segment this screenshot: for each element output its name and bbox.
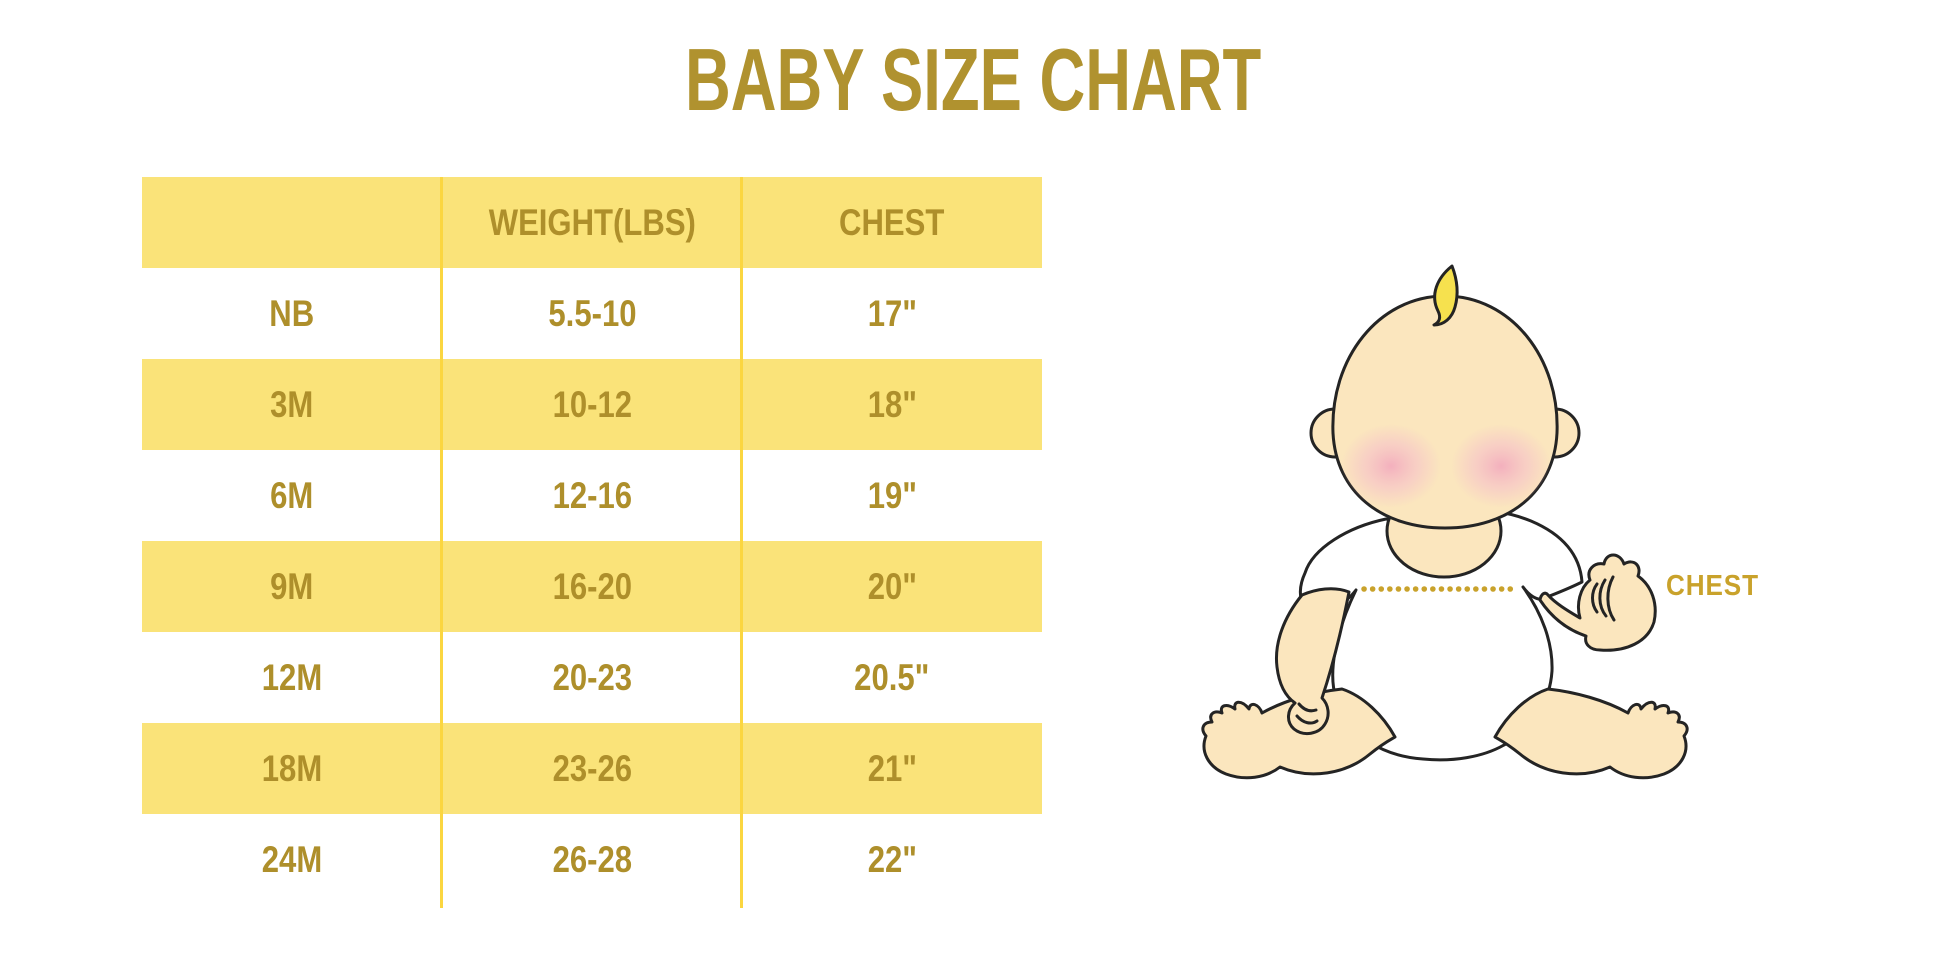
chest-value: 17": [867, 292, 917, 334]
size-value: 18M: [261, 747, 323, 789]
cell-weight: 20-23: [442, 632, 742, 723]
cell-weight: 26-28: [442, 814, 742, 905]
blush-right: [1451, 424, 1551, 508]
cell-size: 18M: [142, 723, 442, 814]
cell-weight: 12-16: [442, 450, 742, 541]
size-value: 6M: [270, 474, 314, 516]
baby-right-leg: [1493, 687, 1689, 780]
weight-value: 20-23: [552, 656, 632, 698]
weight-value: 16-20: [552, 565, 632, 607]
weight-value: 10-12: [552, 383, 632, 425]
size-value: 24M: [261, 838, 323, 880]
cell-size: 12M: [142, 632, 442, 723]
header-weight-label: WEIGHT(LBS): [488, 201, 696, 243]
table-row-3m: 3M 10-12 18": [142, 359, 1042, 450]
cell-chest: 19": [742, 450, 1042, 541]
page-title: BABY SIZE CHART: [0, 36, 1946, 124]
hair-curl: [1432, 264, 1459, 327]
cell-weight: 16-20: [442, 541, 742, 632]
size-value: 12M: [261, 656, 323, 698]
cell-chest: 18": [742, 359, 1042, 450]
table-row-6m: 6M 12-16 19": [142, 450, 1042, 541]
table-header-row: WEIGHT(LBS) CHEST: [142, 177, 1042, 268]
header-cell-chest: CHEST: [742, 177, 1042, 268]
weight-value: 26-28: [552, 838, 632, 880]
chest-measurement-label: CHEST: [1666, 572, 1796, 601]
cell-chest: 22": [742, 814, 1042, 905]
page-title-text: BABY SIZE CHART: [684, 30, 1262, 129]
weight-value: 5.5-10: [547, 292, 637, 334]
header-chest-label: CHEST: [839, 201, 945, 243]
table-row-18m: 18M 23-26 21": [142, 723, 1042, 814]
chest-value: 21": [867, 747, 917, 789]
cell-chest: 17": [742, 268, 1042, 359]
baby-left-hand-fingers: [1295, 702, 1319, 725]
blush-left: [1341, 424, 1441, 508]
chest-value: 20": [867, 565, 917, 607]
cell-weight: 23-26: [442, 723, 742, 814]
table-row-24m: 24M 26-28 22": [142, 814, 1042, 905]
cell-size: 6M: [142, 450, 442, 541]
cell-chest: 20": [742, 541, 1042, 632]
table-row-nb: NB 5.5-10 17": [142, 268, 1042, 359]
baby-sitting-icon: [1201, 264, 1689, 780]
header-cell-size: [142, 177, 442, 268]
size-chart-table: WEIGHT(LBS) CHEST NB 5.5-10 17" 3M 10-12…: [142, 177, 1042, 908]
baby-right-arm-fist: [1538, 553, 1657, 652]
column-divider-1: [440, 177, 443, 908]
weight-value: 12-16: [552, 474, 632, 516]
chest-label-text: CHEST: [1666, 570, 1759, 602]
size-value: 9M: [270, 565, 314, 607]
size-value: NB: [269, 292, 315, 334]
chest-value: 19": [867, 474, 917, 516]
table-row-12m: 12M 20-23 20.5": [142, 632, 1042, 723]
column-divider-2: [740, 177, 743, 908]
cell-chest: 21": [742, 723, 1042, 814]
table-row-9m: 9M 16-20 20": [142, 541, 1042, 632]
cell-chest: 20.5": [742, 632, 1042, 723]
header-cell-weight: WEIGHT(LBS): [442, 177, 742, 268]
cell-weight: 10-12: [442, 359, 742, 450]
chest-value: 20.5": [854, 656, 930, 698]
cell-size: 24M: [142, 814, 442, 905]
weight-value: 23-26: [552, 747, 632, 789]
chest-value: 18": [867, 383, 917, 425]
chest-value: 22": [867, 838, 917, 880]
cell-size: 3M: [142, 359, 442, 450]
size-value: 3M: [270, 383, 314, 425]
baby-fist-finger-lines: [1591, 575, 1616, 622]
cell-size: 9M: [142, 541, 442, 632]
cell-size: NB: [142, 268, 442, 359]
baby-left-arm: [1274, 587, 1351, 736]
cell-weight: 5.5-10: [442, 268, 742, 359]
